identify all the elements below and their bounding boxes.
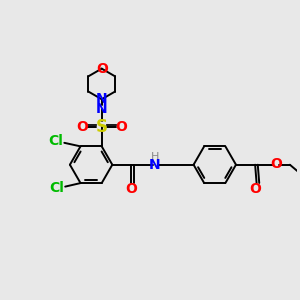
Text: H: H: [151, 152, 159, 162]
Text: Cl: Cl: [49, 134, 64, 148]
Text: N: N: [149, 158, 161, 172]
Text: Cl: Cl: [50, 181, 64, 195]
Text: N: N: [96, 102, 107, 116]
Text: O: O: [96, 61, 108, 76]
Text: O: O: [125, 182, 137, 197]
Text: N: N: [96, 92, 107, 106]
Text: O: O: [249, 182, 261, 197]
Text: O: O: [116, 120, 128, 134]
Text: O: O: [270, 158, 282, 171]
Text: O: O: [76, 120, 88, 134]
Text: S: S: [96, 118, 108, 136]
